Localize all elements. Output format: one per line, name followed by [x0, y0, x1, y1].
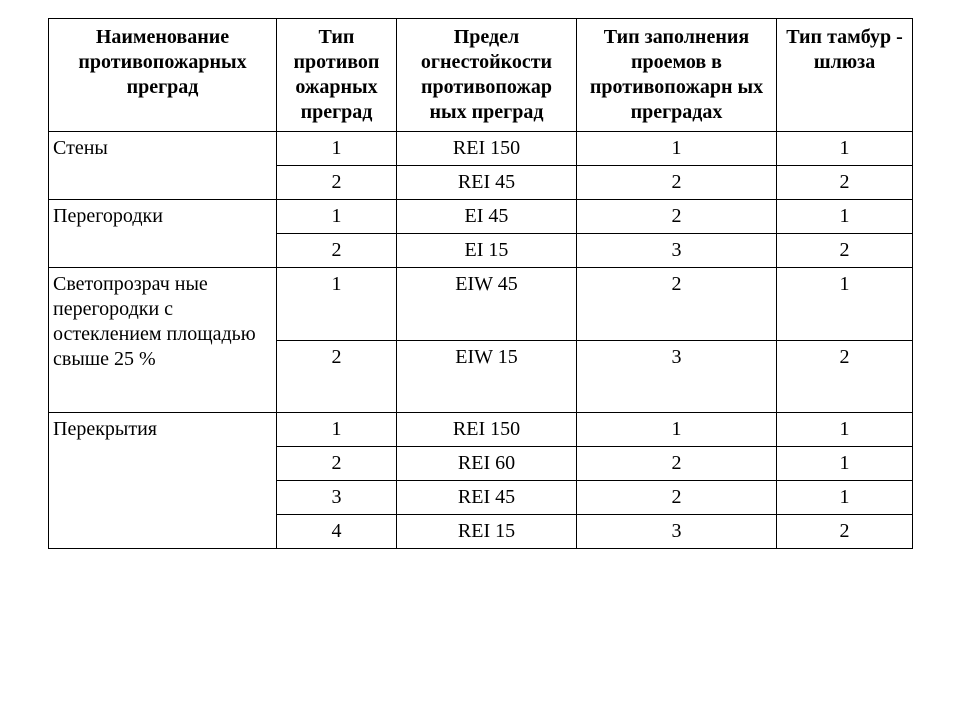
cell-type: 1 — [277, 132, 397, 166]
fire-barriers-table: Наименование противопожарных преград Тип… — [48, 18, 913, 549]
cell-type: 2 — [277, 166, 397, 200]
group-name-cell: Стены — [49, 132, 277, 200]
cell-limit: REI 150 — [397, 132, 577, 166]
table-header-row: Наименование противопожарных преград Тип… — [49, 19, 913, 132]
cell-tambur: 1 — [777, 447, 913, 481]
cell-type: 2 — [277, 340, 397, 413]
cell-tambur: 1 — [777, 200, 913, 234]
col-header-limit: Предел огнестойкости противопожар ных пр… — [397, 19, 577, 132]
col-header-type: Тип противоп ожарных преград — [277, 19, 397, 132]
table-row: Стены 1 REI 150 1 1 — [49, 132, 913, 166]
table-row: Перекрытия 1 REI 150 1 1 — [49, 413, 913, 447]
table-row: Светопрозрач ные перегородки с остеклени… — [49, 268, 913, 341]
cell-tambur: 1 — [777, 413, 913, 447]
cell-tambur: 2 — [777, 340, 913, 413]
cell-type: 1 — [277, 200, 397, 234]
cell-limit: REI 150 — [397, 413, 577, 447]
cell-tambur: 2 — [777, 166, 913, 200]
cell-limit: REI 45 — [397, 481, 577, 515]
cell-limit: REI 60 — [397, 447, 577, 481]
col-header-tambur: Тип тамбур - шлюза — [777, 19, 913, 132]
cell-limit: EI 15 — [397, 234, 577, 268]
cell-fill: 1 — [577, 132, 777, 166]
page: Наименование противопожарных преград Тип… — [0, 0, 960, 567]
cell-type: 1 — [277, 413, 397, 447]
cell-type: 2 — [277, 234, 397, 268]
cell-tambur: 1 — [777, 268, 913, 341]
cell-type: 2 — [277, 447, 397, 481]
group-name-cell: Светопрозрач ные перегородки с остеклени… — [49, 268, 277, 413]
cell-limit: REI 15 — [397, 515, 577, 549]
cell-type: 3 — [277, 481, 397, 515]
cell-type: 4 — [277, 515, 397, 549]
table-row: Перегородки 1 EI 45 2 1 — [49, 200, 913, 234]
cell-limit: EIW 15 — [397, 340, 577, 413]
cell-limit: EI 45 — [397, 200, 577, 234]
cell-fill: 1 — [577, 413, 777, 447]
cell-tambur: 2 — [777, 515, 913, 549]
cell-fill: 2 — [577, 481, 777, 515]
cell-tambur: 1 — [777, 481, 913, 515]
cell-type: 1 — [277, 268, 397, 341]
group-name-cell: Перегородки — [49, 200, 277, 268]
cell-fill: 2 — [577, 166, 777, 200]
col-header-fill: Тип заполнения проемов в противопожарн ы… — [577, 19, 777, 132]
cell-tambur: 1 — [777, 132, 913, 166]
cell-fill: 3 — [577, 515, 777, 549]
group-name-cell: Перекрытия — [49, 413, 277, 549]
cell-fill: 3 — [577, 234, 777, 268]
table-body: Стены 1 REI 150 1 1 2 REI 45 2 2 Перегор… — [49, 132, 913, 549]
cell-limit: REI 45 — [397, 166, 577, 200]
cell-fill: 3 — [577, 340, 777, 413]
col-header-name: Наименование противопожарных преград — [49, 19, 277, 132]
cell-tambur: 2 — [777, 234, 913, 268]
cell-fill: 2 — [577, 268, 777, 341]
cell-fill: 2 — [577, 447, 777, 481]
cell-fill: 2 — [577, 200, 777, 234]
cell-limit: EIW 45 — [397, 268, 577, 341]
